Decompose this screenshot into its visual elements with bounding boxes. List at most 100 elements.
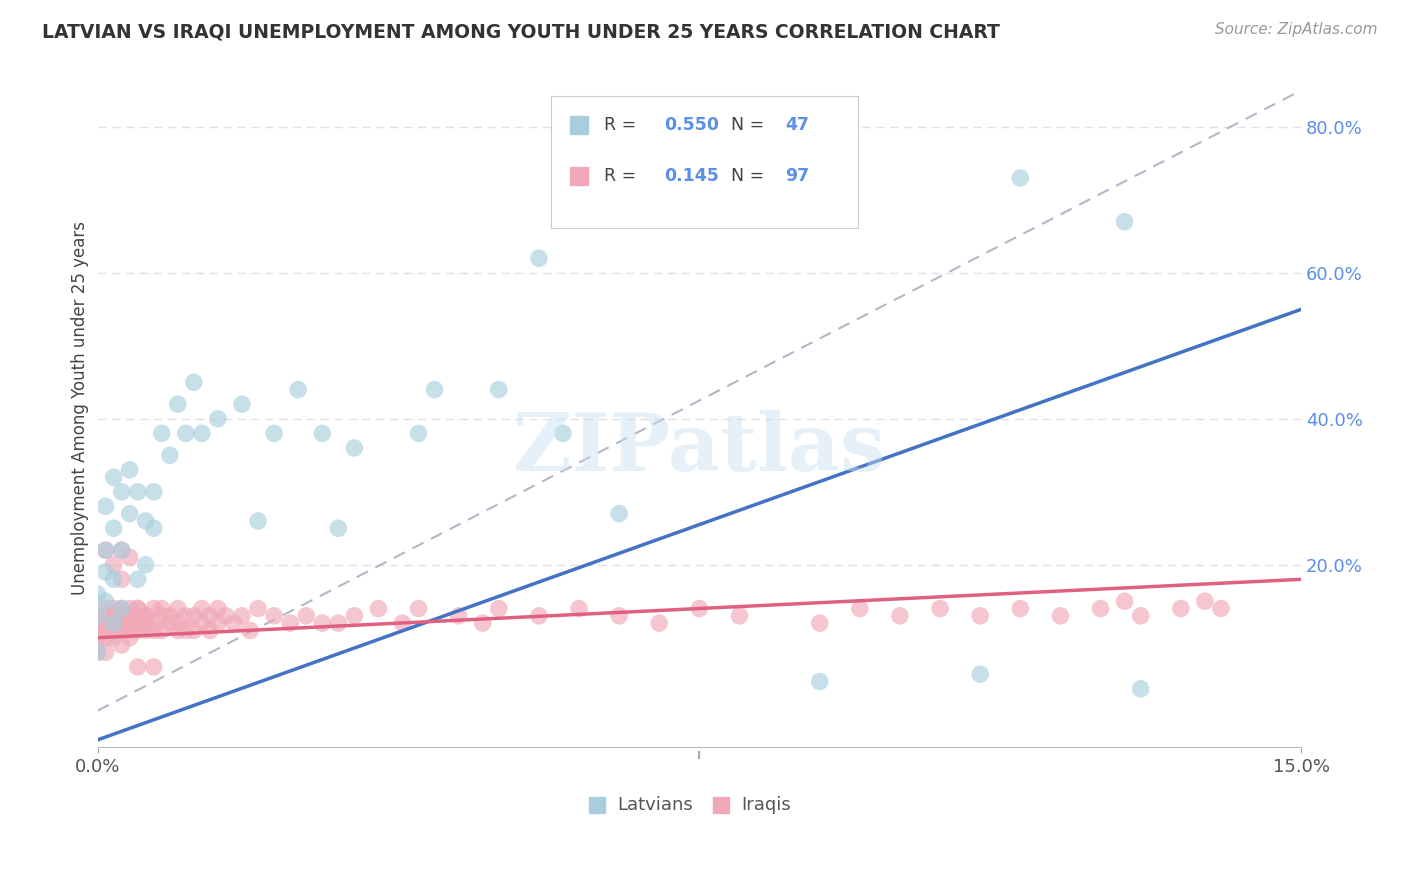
Point xyxy=(135,624,157,638)
Point xyxy=(278,616,301,631)
Point xyxy=(94,500,117,514)
Point xyxy=(808,674,831,689)
Point xyxy=(1010,601,1032,615)
Point xyxy=(94,601,117,615)
Text: LATVIAN VS IRAQI UNEMPLOYMENT AMONG YOUTH UNDER 25 YEARS CORRELATION CHART: LATVIAN VS IRAQI UNEMPLOYMENT AMONG YOUT… xyxy=(42,22,1000,41)
Point xyxy=(969,608,991,623)
Point xyxy=(159,616,181,631)
Point xyxy=(142,616,165,631)
Point xyxy=(103,558,125,572)
Point xyxy=(231,608,253,623)
Point xyxy=(408,601,430,615)
Point xyxy=(408,426,430,441)
Point xyxy=(808,616,831,631)
Point xyxy=(86,631,108,645)
Text: 47: 47 xyxy=(785,116,808,134)
Point xyxy=(183,608,205,623)
Point xyxy=(328,521,350,535)
Point xyxy=(889,608,911,623)
Point xyxy=(135,514,157,528)
Point xyxy=(86,645,108,659)
Point xyxy=(142,484,165,499)
Point xyxy=(174,608,197,623)
Point xyxy=(135,558,157,572)
Point xyxy=(1194,594,1216,608)
Point xyxy=(103,616,125,631)
Point xyxy=(103,608,125,623)
Point xyxy=(207,616,229,631)
Point xyxy=(111,616,134,631)
Point xyxy=(191,616,214,631)
Point xyxy=(111,543,134,558)
Point xyxy=(94,543,117,558)
Point xyxy=(159,448,181,462)
Point xyxy=(183,624,205,638)
Point xyxy=(103,470,125,484)
Point xyxy=(111,572,134,586)
Point xyxy=(86,608,108,623)
Point xyxy=(328,616,350,631)
Point xyxy=(1129,608,1152,623)
Point xyxy=(142,660,165,674)
Point xyxy=(1090,601,1112,615)
Point xyxy=(343,441,366,455)
Point xyxy=(311,426,333,441)
Point xyxy=(127,624,149,638)
Point xyxy=(551,426,574,441)
Point xyxy=(1114,215,1136,229)
Point xyxy=(111,601,134,615)
Point xyxy=(127,601,149,615)
Point xyxy=(103,572,125,586)
Point xyxy=(159,608,181,623)
Point xyxy=(527,252,550,266)
Point xyxy=(174,426,197,441)
Point xyxy=(94,608,117,623)
Point xyxy=(239,624,262,638)
Point xyxy=(150,601,173,615)
Point xyxy=(198,624,221,638)
Point xyxy=(94,543,117,558)
Text: N =: N = xyxy=(731,167,769,185)
Point xyxy=(231,397,253,411)
Point xyxy=(183,376,205,390)
Point xyxy=(198,608,221,623)
Point xyxy=(142,601,165,615)
Text: R =: R = xyxy=(605,167,643,185)
Point xyxy=(135,616,157,631)
FancyBboxPatch shape xyxy=(551,95,858,228)
Text: 0.145: 0.145 xyxy=(665,167,720,185)
Text: Source: ZipAtlas.com: Source: ZipAtlas.com xyxy=(1215,22,1378,37)
Text: 97: 97 xyxy=(785,167,808,185)
Point xyxy=(127,660,149,674)
Text: 0.550: 0.550 xyxy=(665,116,720,134)
Point xyxy=(103,631,125,645)
Point xyxy=(94,565,117,579)
Point xyxy=(207,601,229,615)
Point xyxy=(607,507,630,521)
Point xyxy=(247,514,270,528)
Point xyxy=(86,587,108,601)
Point xyxy=(103,601,125,615)
Point xyxy=(295,608,318,623)
Point xyxy=(849,601,872,615)
Point xyxy=(1209,601,1232,615)
Point xyxy=(111,638,134,652)
Point xyxy=(103,624,125,638)
Point xyxy=(127,572,149,586)
Point xyxy=(471,616,494,631)
Point xyxy=(111,608,134,623)
Point xyxy=(488,601,510,615)
Point xyxy=(94,594,117,608)
Text: ZIPatlas: ZIPatlas xyxy=(513,409,886,488)
Text: Latvians: Latvians xyxy=(617,796,693,814)
Point xyxy=(86,645,108,659)
Point xyxy=(118,463,141,477)
Point xyxy=(488,383,510,397)
Point xyxy=(111,624,134,638)
Point xyxy=(311,616,333,631)
Y-axis label: Unemployment Among Youth under 25 years: Unemployment Among Youth under 25 years xyxy=(72,221,89,595)
Point xyxy=(1049,608,1071,623)
Point xyxy=(118,624,141,638)
Point xyxy=(166,616,188,631)
Point xyxy=(111,601,134,615)
